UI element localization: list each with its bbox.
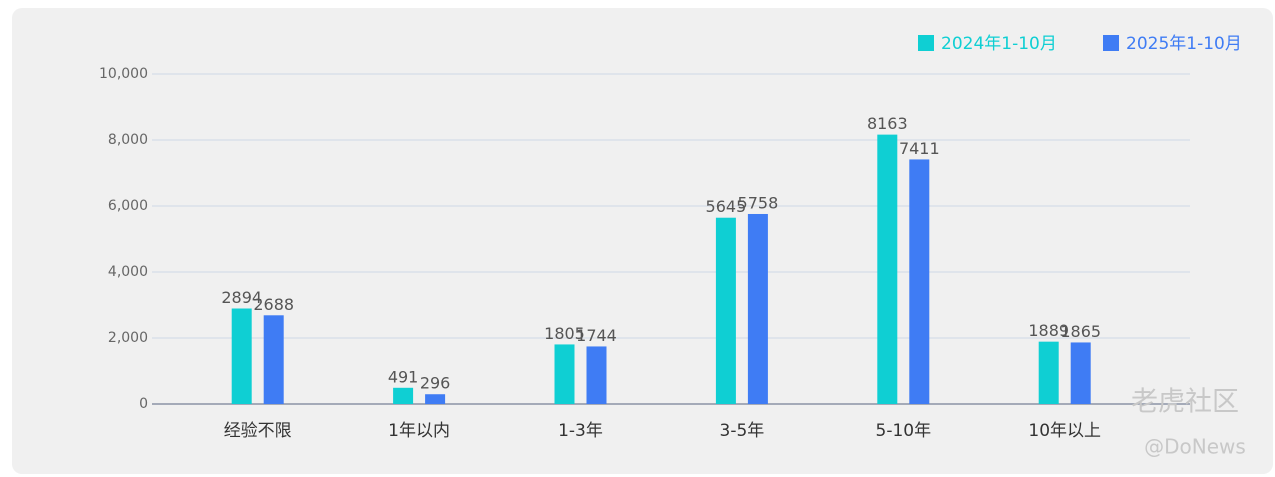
value-label: 296 <box>420 374 451 393</box>
value-label: 1744 <box>576 326 617 345</box>
y-tick-label: 10,000 <box>99 66 148 82</box>
bar <box>231 308 252 404</box>
bar <box>263 315 284 404</box>
bar <box>393 387 414 404</box>
y-tick-label: 4,000 <box>108 264 148 280</box>
bar <box>747 213 768 404</box>
y-tick-label: 0 <box>139 396 148 412</box>
x-tick-label: 3-5年 <box>720 421 765 441</box>
bar <box>586 346 607 404</box>
value-label: 1805 <box>544 324 585 343</box>
value-label: 5645 <box>706 197 747 216</box>
x-tick-label: 1年以内 <box>388 421 450 441</box>
value-label: 8163 <box>867 114 908 133</box>
value-label: 2688 <box>253 295 294 314</box>
x-tick-label: 1-3年 <box>558 421 603 441</box>
y-tick-label: 8,000 <box>108 132 148 148</box>
value-label: 7411 <box>899 139 940 158</box>
bar <box>877 134 898 404</box>
bar <box>554 344 575 404</box>
value-label: 5758 <box>738 193 779 212</box>
bar <box>909 159 930 404</box>
x-tick-label: 10年以上 <box>1028 421 1101 441</box>
bar <box>1070 342 1091 404</box>
value-label: 1889 <box>1028 321 1069 340</box>
watermark: @DoNews <box>1144 435 1246 459</box>
bar <box>425 394 446 404</box>
value-label: 2894 <box>221 288 262 307</box>
panel <box>12 8 1273 474</box>
bar <box>715 217 736 404</box>
legend-label: 2025年1-10月 <box>1126 34 1242 54</box>
x-tick-label: 经验不限 <box>224 421 292 441</box>
y-tick-label: 6,000 <box>108 198 148 214</box>
y-tick-label: 2,000 <box>108 330 148 346</box>
x-tick-label: 5-10年 <box>876 421 932 441</box>
watermark: 老虎社区 <box>1131 387 1239 418</box>
legend-label: 2024年1-10月 <box>941 34 1057 54</box>
bar <box>1038 341 1059 404</box>
value-label: 491 <box>388 367 419 386</box>
legend-swatch <box>918 35 934 51</box>
value-label: 1865 <box>1060 322 1101 341</box>
legend-swatch <box>1103 35 1119 51</box>
